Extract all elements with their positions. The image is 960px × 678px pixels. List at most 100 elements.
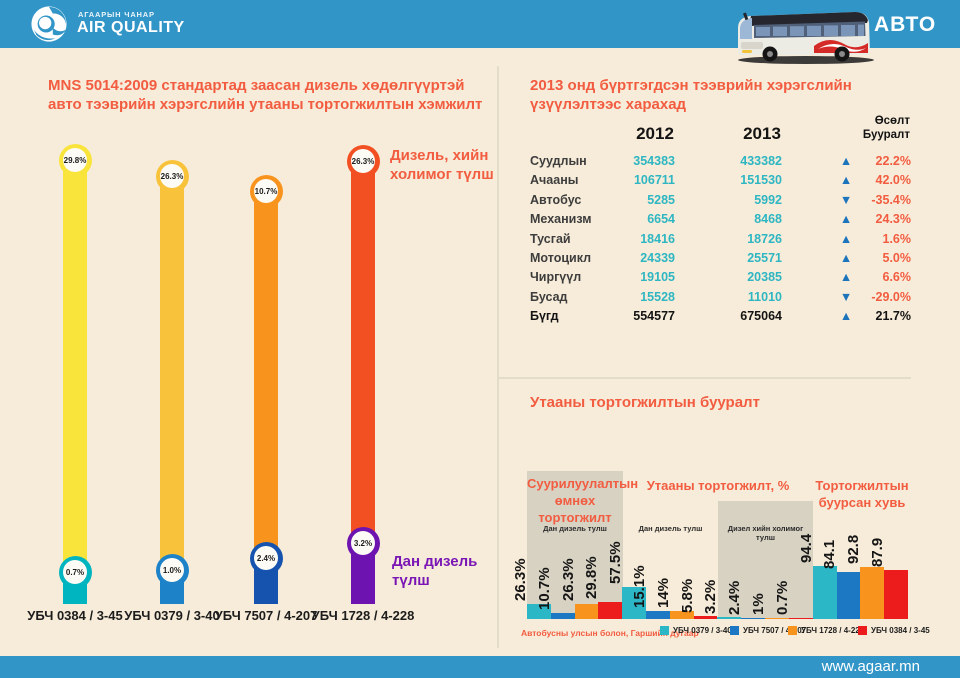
change-percent: -29.0% <box>871 289 911 304</box>
bar-value-label: 29.8% <box>583 556 601 600</box>
triangle-up-icon: ▲ <box>839 309 853 324</box>
bar-value-label: 2.4% <box>726 580 744 615</box>
website-link[interactable]: www.agaar.mn <box>821 658 920 675</box>
bar-value-label: 10.7% <box>535 567 553 610</box>
value-2013: 18726 <box>747 231 782 246</box>
bar-value-label: 14% <box>654 578 672 609</box>
grey-box-group1 <box>527 471 623 619</box>
triangle-up-icon: ▲ <box>839 173 853 188</box>
bus-id-label: УБЧ 7507 / 4-207 <box>214 608 318 623</box>
value-2012: 19105 <box>640 270 675 285</box>
legend-label: УБЧ 7507 / 4-207 <box>743 626 807 635</box>
bar <box>550 613 575 619</box>
lollipop-top-bar <box>63 160 87 572</box>
legend-swatch <box>858 626 867 635</box>
change-percent: 5.0% <box>882 250 912 265</box>
table-row: Ачааны 106711 151530 ▲ 42.0% <box>530 171 911 190</box>
group-title-before: Суурилуулалтын өмнөх тортогжилт <box>527 476 639 525</box>
bar <box>788 617 813 619</box>
vehicle-type: Тусгай <box>530 231 571 246</box>
table-row: Суудлын 354383 433382 ▲ 22.2% <box>530 152 911 171</box>
bar-value-label: 26.3% <box>559 558 577 602</box>
legend-mixed-fuel: Дизель, хийн холимог түлш <box>390 147 494 183</box>
vehicle-type: Мотоцикл <box>530 250 592 265</box>
vehicle-type: Чиргүүл <box>530 270 582 285</box>
lollipop-top-circle: 26.3% <box>155 159 189 193</box>
table-row: Бүгд 554577 675064 ▲ 21.7% <box>530 307 911 326</box>
bar <box>860 567 885 619</box>
lollipop-top-bar <box>160 176 184 570</box>
bar <box>693 615 718 619</box>
bus-id-label: УБЧ 1728 / 4-228 <box>311 608 415 623</box>
table-header-change: Өсөлт Бууралт <box>862 115 910 141</box>
value-2013: 20385 <box>747 270 782 285</box>
table-header-2013: 2013 <box>743 124 781 143</box>
grey-box-group3 <box>718 501 813 619</box>
bar-value-label: 87.9 <box>869 537 887 567</box>
triangle-up-icon: ▲ <box>839 250 853 265</box>
after-value: 2.4% <box>254 546 278 570</box>
table-title: 2013 онд бүртгэгдсэн тээврийн хэрэгслийн… <box>530 77 852 113</box>
section-badge: АВТО <box>874 13 937 36</box>
legend-swatch <box>660 626 669 635</box>
sublabel-mixed-fuel: Дизел хийн холимог тулш <box>727 524 804 542</box>
bus-id-label: УБЧ 0384 / 3-45 <box>27 608 123 623</box>
table-row: Тусгай 18416 18726 ▲ 1.6% <box>530 230 911 249</box>
bar <box>812 566 837 619</box>
vehicle-type: Механизм <box>530 212 592 227</box>
triangle-down-icon: ▼ <box>839 289 853 304</box>
legend-label: УБЧ 0379 / 3-40 <box>673 626 732 635</box>
change-percent: 22.2% <box>875 154 911 168</box>
air-quality-logo-icon <box>30 5 68 43</box>
value-2012: 554577 <box>633 309 675 324</box>
logo-title: AIR QUALITY <box>77 19 185 36</box>
bar-value-label: 5.8% <box>678 578 696 613</box>
lollipop-top-circle: 10.7% <box>249 174 283 208</box>
after-value: 3.2% <box>351 531 375 555</box>
legend-diesel-fuel: Дан дизель түлш <box>392 553 478 589</box>
change-percent: -35.4% <box>871 192 911 207</box>
lollipop-bottom-circle: 0.7% <box>58 555 92 589</box>
bar-value-label: 26.3% <box>511 558 529 602</box>
horizontal-divider <box>499 377 911 379</box>
bar <box>669 611 694 619</box>
lollipop-top-bar <box>351 161 375 543</box>
legend-swatch <box>730 626 739 635</box>
vehicle-type: Суудлын <box>530 154 587 168</box>
table-row: Автобус 5285 5992 ▼ -35.4% <box>530 191 911 210</box>
lollipop-top-circle: 29.8% <box>58 143 92 177</box>
value-2012: 15528 <box>640 289 675 304</box>
lollipop-top-circle: 26.3% <box>346 144 380 178</box>
change-percent: 24.3% <box>875 212 911 227</box>
bar <box>836 571 861 619</box>
vehicle-table: Суудлын 354383 433382 ▲ 22.2% Ачааны 106711 151… <box>530 152 911 327</box>
bar-value-label: 92.8 <box>845 534 863 565</box>
after-value: 1.0% <box>160 558 184 582</box>
before-value: 29.8% <box>63 148 87 172</box>
value-2013: 675064 <box>740 309 782 324</box>
change-percent: 42.0% <box>875 173 911 188</box>
value-2012: 354383 <box>633 154 675 168</box>
value-2013: 8468 <box>754 212 782 227</box>
vehicle-type: Бусад <box>530 289 568 304</box>
logo-subtitle: АГААРЫН ЧАНАР <box>78 10 155 19</box>
value-2013: 25571 <box>747 250 782 265</box>
value-2012: 5285 <box>647 192 675 207</box>
lollipop-bottom-circle: 2.4% <box>249 541 283 575</box>
bus-id-label: УБЧ 0379 / 3-40 <box>124 608 220 623</box>
after-value: 0.7% <box>63 560 87 584</box>
change-percent: 6.6% <box>882 270 912 285</box>
legend-label: УБЧ 1728 / 4-228 <box>801 626 865 635</box>
vehicle-type: Автобус <box>530 192 582 207</box>
lollipop-bottom-circle: 3.2% <box>346 526 380 560</box>
bar <box>884 569 908 619</box>
bar-value-label: 94.4 <box>797 533 815 564</box>
vehicle-type: Ачааны <box>530 173 579 188</box>
legend-item: УБЧ 1728 / 4-228 <box>788 626 864 635</box>
left-chart-title: MNS 5014:2009 стандартад заасан дизель х… <box>48 77 483 113</box>
table-row: Бусад 15528 11010 ▼ -29.0% <box>530 288 911 307</box>
bar <box>527 604 551 619</box>
table-row: Чиргүүл 19105 20385 ▲ 6.6% <box>530 268 911 287</box>
value-2012: 24339 <box>640 250 675 265</box>
